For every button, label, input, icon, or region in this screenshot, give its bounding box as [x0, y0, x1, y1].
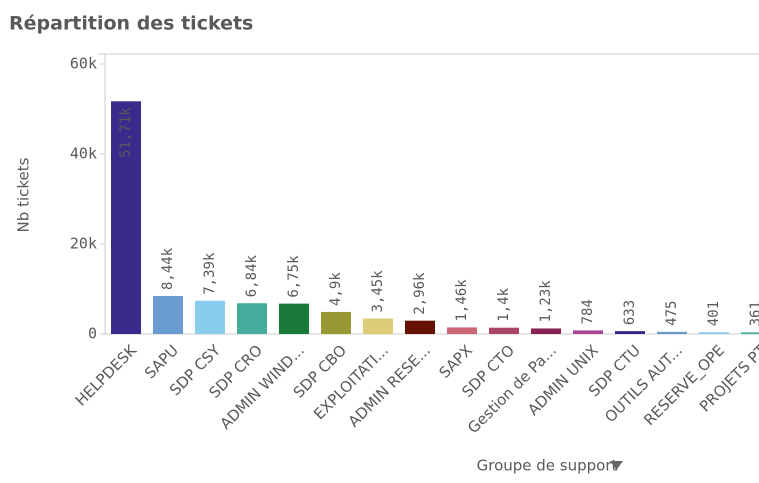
value-label: 633	[622, 300, 638, 325]
x-axis-title[interactable]: Groupe de support	[477, 457, 618, 475]
value-label: 6,84k	[244, 255, 260, 298]
bar	[111, 101, 141, 335]
dropdown-arrow[interactable]	[610, 461, 623, 470]
bar	[363, 318, 393, 334]
bar	[405, 320, 435, 334]
bar	[573, 330, 603, 334]
bar	[531, 328, 561, 334]
bar	[279, 303, 309, 334]
value-label: 1,46k	[454, 279, 470, 322]
y-tick-label: 40k	[70, 145, 97, 163]
value-label: 401	[706, 301, 722, 326]
value-label: 361	[748, 301, 759, 326]
bar	[489, 327, 519, 334]
bar	[153, 296, 183, 334]
y-tick-label: 0	[88, 325, 97, 343]
value-label: 1,23k	[538, 280, 554, 323]
bar	[447, 327, 477, 334]
value-label: 475	[664, 301, 680, 326]
y-axis-title: Nb tickets	[15, 157, 33, 232]
value-label: 8,44k	[160, 247, 176, 290]
value-label: 7,39k	[202, 252, 218, 295]
bar	[699, 332, 729, 334]
value-label: 51,71k	[118, 107, 134, 158]
value-label: 1,4k	[496, 287, 512, 321]
bar	[237, 303, 267, 334]
chart-title: Répartition des tickets	[9, 13, 253, 35]
value-label: 3,45k	[370, 270, 386, 313]
bar	[615, 331, 645, 334]
value-label: 4,9k	[328, 272, 344, 306]
bar	[657, 331, 687, 334]
y-tick-label: 20k	[70, 235, 97, 253]
bar	[741, 332, 759, 334]
bar	[321, 311, 351, 334]
y-tick-label: 60k	[70, 55, 97, 73]
value-label: 784	[580, 299, 596, 324]
x-tick-label: HELPDESK	[72, 340, 141, 409]
bar	[195, 300, 225, 334]
value-label: 6,75k	[286, 255, 302, 298]
value-label: 2,96k	[412, 272, 428, 315]
